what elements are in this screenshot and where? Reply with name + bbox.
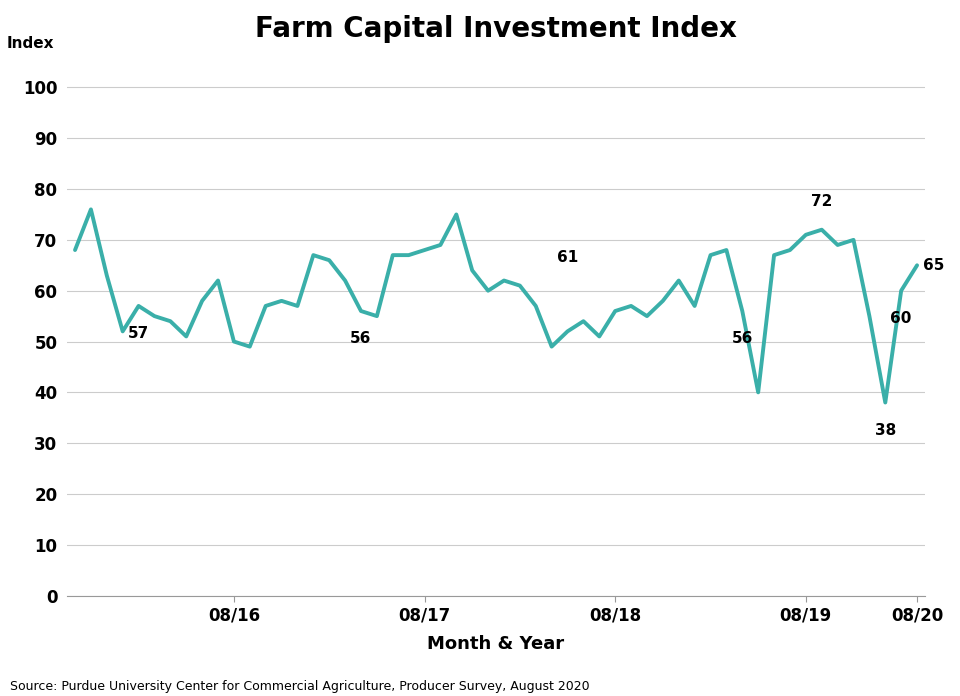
Text: 57: 57 [128, 326, 149, 341]
Text: Index: Index [7, 36, 55, 52]
Text: 38: 38 [875, 423, 896, 438]
Title: Farm Capital Investment Index: Farm Capital Investment Index [255, 15, 737, 43]
Text: 61: 61 [557, 251, 578, 265]
Text: 65: 65 [924, 258, 945, 273]
Text: 56: 56 [350, 331, 372, 347]
Text: Source: Purdue University Center for Commercial Agriculture, Producer Survey, Au: Source: Purdue University Center for Com… [10, 679, 589, 693]
Text: 56: 56 [732, 331, 753, 347]
X-axis label: Month & Year: Month & Year [427, 635, 564, 653]
Text: 60: 60 [891, 311, 912, 326]
Text: 72: 72 [811, 194, 832, 209]
